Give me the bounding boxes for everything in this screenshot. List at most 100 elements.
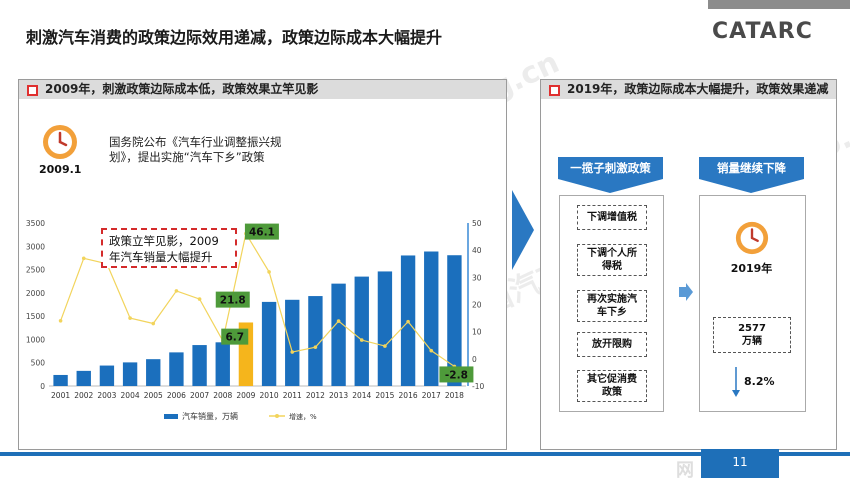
svg-text:CATARC: CATARC xyxy=(712,19,813,43)
arrow-right-icon xyxy=(679,283,693,301)
sales-bar xyxy=(354,276,369,386)
policy-item: 放开限购 xyxy=(577,332,647,357)
clock-icon xyxy=(735,221,769,255)
sales-bar xyxy=(99,365,115,386)
growth-point xyxy=(383,344,387,348)
growth-point xyxy=(151,321,156,326)
right-panel-header-text: 2019年，政策边际成本大幅提升，政策效果递减 xyxy=(567,82,829,96)
sales-bar xyxy=(53,374,68,386)
y2-tick-label: 0 xyxy=(472,355,477,364)
value-label: -2.8 xyxy=(445,369,468,381)
growth-point xyxy=(290,350,295,354)
policy-item-line: 车下乡 xyxy=(597,307,627,318)
decline-rate: 8.2% xyxy=(744,375,775,388)
sales-chart: 0 500 1000 1500 2000 2500 3000 3500 -10 0 10 20 30 40… xyxy=(26,219,485,421)
policy-note-line: 国务院公布《汽车行业调整振兴规 xyxy=(109,135,282,149)
top-accent-bar xyxy=(708,0,850,9)
growth-point xyxy=(359,338,364,342)
y-tick-label: 3000 xyxy=(26,242,45,251)
y2-tick-label: 30 xyxy=(472,273,482,282)
growth-point xyxy=(81,256,86,261)
left-panel-header-text: 2009年，刺激政策边际成本低，政策效果立竿见影 xyxy=(45,82,319,96)
right-clock-year: 2019年 xyxy=(730,262,773,275)
slide-title: 刺激汽车消费的政策边际效用递减，政策边际成本大幅提升 xyxy=(26,28,443,47)
x-tick-label: 2001 xyxy=(51,391,70,400)
sales-bar xyxy=(146,359,161,386)
left-clock-year: 2009.1 xyxy=(39,163,82,176)
bottom-bar xyxy=(0,452,850,456)
header-bullet-icon xyxy=(27,85,38,96)
x-tick-label: 2005 xyxy=(144,391,163,400)
x-tick-label: 2008 xyxy=(213,391,232,400)
arrow-down-icon xyxy=(732,367,740,397)
policy-note-line: 划》，提出实施“汽车下乡”政策 xyxy=(109,150,265,164)
value-label-box xyxy=(439,366,474,383)
x-tick-label: 2006 xyxy=(167,391,186,400)
right-tag-arrow xyxy=(699,157,804,193)
legend-swatch-marker xyxy=(275,414,279,418)
watermark-char: 网 xyxy=(676,460,694,481)
right-panel: 2019年，政策边际成本大幅提升，政策效果递减 一揽子刺激政策 销量继续下降 下… xyxy=(540,79,837,450)
legend-label: 汽车销量，万辆 xyxy=(182,411,238,421)
right-tag-label: 销量继续下降 xyxy=(717,161,786,175)
y2-tick-label: 10 xyxy=(472,328,482,337)
y2-tick-label: -10 xyxy=(472,382,484,391)
x-tick-label: 2017 xyxy=(422,391,441,400)
x-tick-label: 2004 xyxy=(121,391,140,400)
policy-item-line: 得税 xyxy=(602,261,622,272)
y2-tick-label: 20 xyxy=(472,301,482,310)
growth-point xyxy=(313,345,318,349)
legend-label: 增速，% xyxy=(289,412,317,421)
header-bullet-icon xyxy=(549,85,560,96)
policy-item-line: 其它促消费 xyxy=(587,374,637,385)
growth-point xyxy=(406,319,410,324)
callout-box: 政策立竿见影，2009 年汽车销量大幅提升 xyxy=(101,228,237,268)
value-label-box xyxy=(244,223,279,240)
policy-item-line: 政策 xyxy=(602,387,622,398)
sales-bar xyxy=(122,362,138,386)
left-tag-label: 一揽子刺激政策 xyxy=(570,161,651,175)
sales-bar xyxy=(169,352,184,386)
sales-bar xyxy=(192,345,207,386)
callout-line: 政策立竿见影，2009 xyxy=(109,234,219,248)
callout-line: 年汽车销量大幅提升 xyxy=(109,250,213,264)
clock-icon xyxy=(43,125,77,159)
sales-box: 2577 万辆 xyxy=(713,317,791,353)
x-tick-label: 2012 xyxy=(306,391,325,400)
policy-item-line: 再次实施汽 xyxy=(587,294,637,305)
value-label-box xyxy=(221,328,249,345)
policy-item: 下调增值税 xyxy=(577,205,647,230)
growth-point xyxy=(197,297,202,301)
x-tick-label: 2016 xyxy=(399,391,418,400)
y-tick-label: 1000 xyxy=(26,335,45,344)
sales-bar xyxy=(447,255,462,386)
x-tick-label: 2002 xyxy=(74,391,93,400)
catarc-logo: CATARC xyxy=(712,19,813,43)
legend-swatch-bar xyxy=(164,414,178,419)
policy-item-line: 下调个人所 xyxy=(587,248,637,259)
value-label: 46.1 xyxy=(249,227,275,239)
x-tick-label: 2013 xyxy=(329,391,348,400)
x-tick-label: 2010 xyxy=(260,391,279,400)
y2-tick-label: 40 xyxy=(472,246,482,255)
x-tick-label: 2011 xyxy=(283,391,302,400)
y2-tick-label: 50 xyxy=(472,219,482,228)
sales-bar xyxy=(285,299,300,386)
x-tick-label: 2009 xyxy=(236,391,255,400)
sales-bar xyxy=(377,271,393,386)
y-tick-label: 1500 xyxy=(26,312,45,321)
value-label-box xyxy=(215,291,250,308)
left-panel: 2009年，刺激政策边际成本低，政策效果立竿见影 2009.1 国务院公布《汽车… xyxy=(18,79,507,450)
sales-value: 2577 xyxy=(738,323,766,334)
x-tick-label: 2003 xyxy=(97,391,116,400)
sales-unit: 万辆 xyxy=(742,336,762,347)
growth-point xyxy=(174,289,179,293)
y-tick-label: 500 xyxy=(31,359,46,368)
y-tick-label: 0 xyxy=(40,382,45,391)
left-tag-arrow xyxy=(558,157,663,193)
policy-item-line: 下调增值税 xyxy=(587,212,637,223)
right-panel-header: 2019年，政策边际成本大幅提升，政策效果递减 xyxy=(541,80,836,99)
sales-bar xyxy=(215,342,230,386)
sales-bar xyxy=(76,370,91,386)
sales-bar xyxy=(424,251,439,386)
